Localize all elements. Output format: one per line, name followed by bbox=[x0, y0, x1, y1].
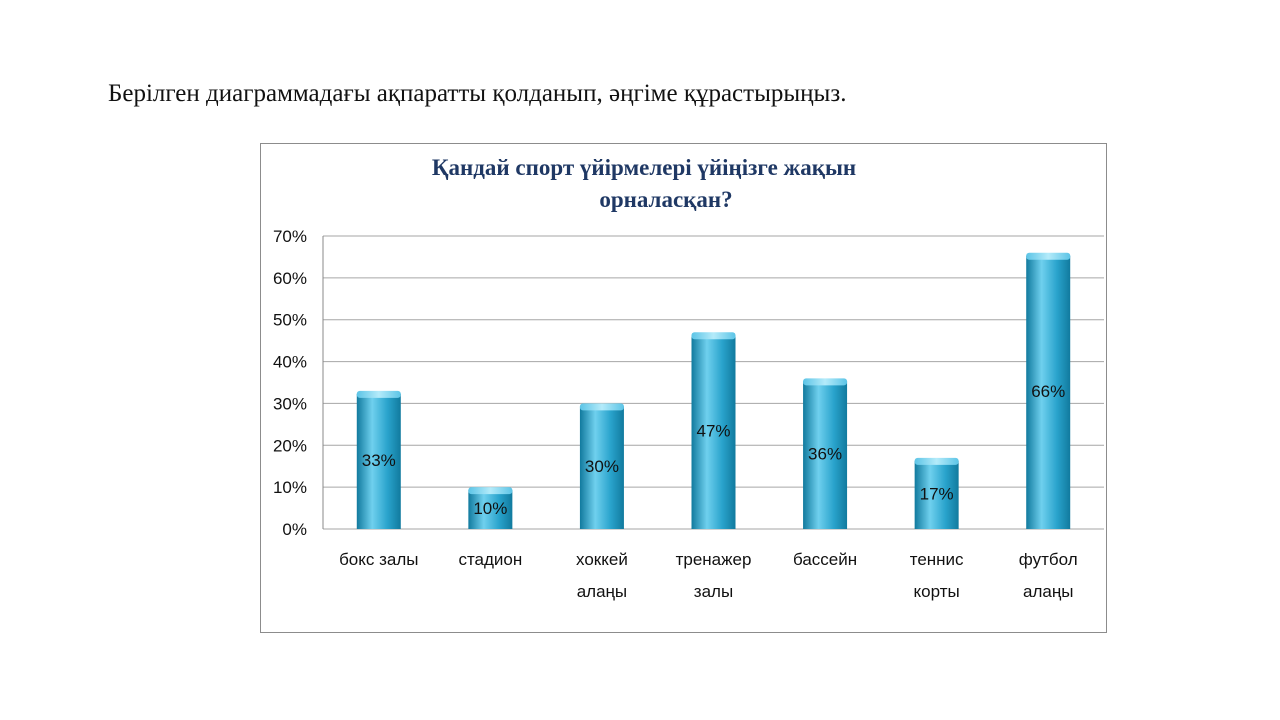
data-label: 36% bbox=[808, 445, 842, 464]
x-category-label: алаңы bbox=[577, 582, 627, 601]
chart-title-line-2: орналасқан? bbox=[599, 187, 732, 212]
y-tick-label: 30% bbox=[273, 394, 307, 413]
bar-top bbox=[691, 332, 736, 340]
y-tick-label: 10% bbox=[273, 478, 307, 497]
bar-top bbox=[356, 390, 401, 398]
bar bbox=[356, 393, 401, 529]
x-category-label: футбол bbox=[1019, 550, 1078, 569]
data-label: 66% bbox=[1031, 382, 1065, 401]
data-label: 47% bbox=[696, 422, 730, 441]
bar-top bbox=[803, 378, 848, 386]
x-category-label: бассейн bbox=[793, 550, 857, 569]
data-label: 30% bbox=[585, 457, 619, 476]
bar bbox=[468, 490, 513, 529]
bar bbox=[1026, 255, 1071, 529]
bar-top bbox=[1026, 252, 1071, 260]
chart-title-line-1: Қандай спорт үйірмелері үйіңізге жақын bbox=[432, 155, 856, 180]
bar-group bbox=[356, 390, 401, 529]
bar-chart: Қандай спорт үйірмелері үйіңізге жақын ор… bbox=[273, 155, 1104, 601]
bar-top bbox=[579, 403, 624, 411]
bar-top bbox=[468, 487, 513, 495]
y-tick-label: 40% bbox=[273, 353, 307, 372]
bar-top bbox=[914, 457, 959, 465]
y-tick-label: 0% bbox=[282, 520, 307, 539]
x-category-label: бокс залы bbox=[339, 550, 418, 569]
data-label: 10% bbox=[473, 499, 507, 518]
chart-container: Қандай спорт үйірмелері үйіңізге жақын ор… bbox=[260, 143, 1107, 633]
bar bbox=[691, 335, 736, 529]
bar bbox=[803, 381, 848, 529]
y-tick-label: 50% bbox=[273, 311, 307, 330]
data-label: 33% bbox=[362, 451, 396, 470]
bar-group bbox=[1026, 252, 1071, 529]
bar bbox=[579, 406, 624, 529]
y-tick-label: 70% bbox=[273, 227, 307, 246]
bar bbox=[914, 460, 959, 529]
x-category-label: хоккей bbox=[576, 550, 628, 569]
instruction-text: Берілген диаграммадағы ақпаратты қолданы… bbox=[108, 80, 847, 107]
bar-group bbox=[468, 487, 513, 529]
data-label: 17% bbox=[920, 484, 954, 503]
x-category-label: алаңы bbox=[1023, 582, 1073, 601]
bar-group bbox=[691, 332, 736, 529]
y-tick-label: 20% bbox=[273, 436, 307, 455]
x-category-label: тренажер bbox=[676, 550, 752, 569]
bar-group bbox=[579, 403, 624, 529]
bar-group bbox=[803, 378, 848, 529]
x-category-label: залы bbox=[694, 582, 733, 601]
y-tick-label: 60% bbox=[273, 269, 307, 288]
bar-group bbox=[914, 457, 959, 529]
x-category-label: корты bbox=[914, 582, 960, 601]
x-category-label: теннис bbox=[910, 550, 964, 569]
x-category-label: стадион bbox=[458, 550, 522, 569]
